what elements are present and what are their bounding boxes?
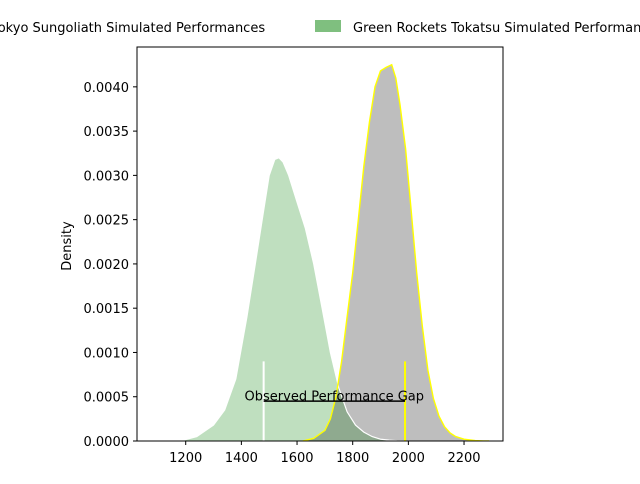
y-tick-label: 0.0015	[84, 302, 130, 317]
line-green-rockets	[179, 156, 406, 441]
x-tick-label: 1400	[225, 451, 258, 466]
x-tick-label: 1800	[336, 451, 369, 466]
area-green-rockets	[180, 157, 406, 441]
legend-label-green-rockets: Green Rockets Tokatsu Simulated Performa…	[353, 21, 640, 36]
plot-area	[179, 63, 490, 441]
line-tokyo-sungoliath	[302, 63, 490, 441]
legend-label-tokyo: Tokyo Sungoliath Simulated Performances	[0, 21, 265, 36]
y-tick-label: 0.0035	[84, 125, 130, 140]
axes-frame	[136, 46, 504, 442]
legend-patch-green-rockets	[315, 20, 341, 32]
y-tick-label: 0.0000	[84, 435, 130, 450]
x-tick-label: 2200	[447, 451, 480, 466]
x-tick-label: 1600	[280, 451, 313, 466]
y-axis-label: Density	[60, 221, 75, 271]
gap-annotation-text: Observed Performance Gap	[245, 390, 424, 405]
gap-annotation: Observed Performance Gap	[245, 390, 424, 405]
y-tick-label: 0.0020	[84, 258, 130, 273]
y-tick-label: 0.0030	[84, 169, 130, 184]
y-tick-label: 0.0025	[84, 214, 130, 229]
x-tick-label: 2000	[392, 451, 425, 466]
area-overlap	[302, 387, 406, 441]
x-tick-label: 1200	[169, 451, 202, 466]
x-axis: 1200 1400 1600 1800 2000 2200	[169, 441, 481, 466]
y-tick-label: 0.0010	[84, 346, 130, 361]
legend: Tokyo Sungoliath Simulated Performances …	[0, 20, 640, 36]
y-tick-label: 0.0040	[84, 81, 130, 96]
y-tick-label: 0.0005	[84, 391, 130, 406]
y-axis: 0.0000 0.0005 0.0010 0.0015 0.0020 0.0025 0.00…	[84, 81, 137, 450]
area-tokyo-sungoliath	[302, 64, 490, 441]
